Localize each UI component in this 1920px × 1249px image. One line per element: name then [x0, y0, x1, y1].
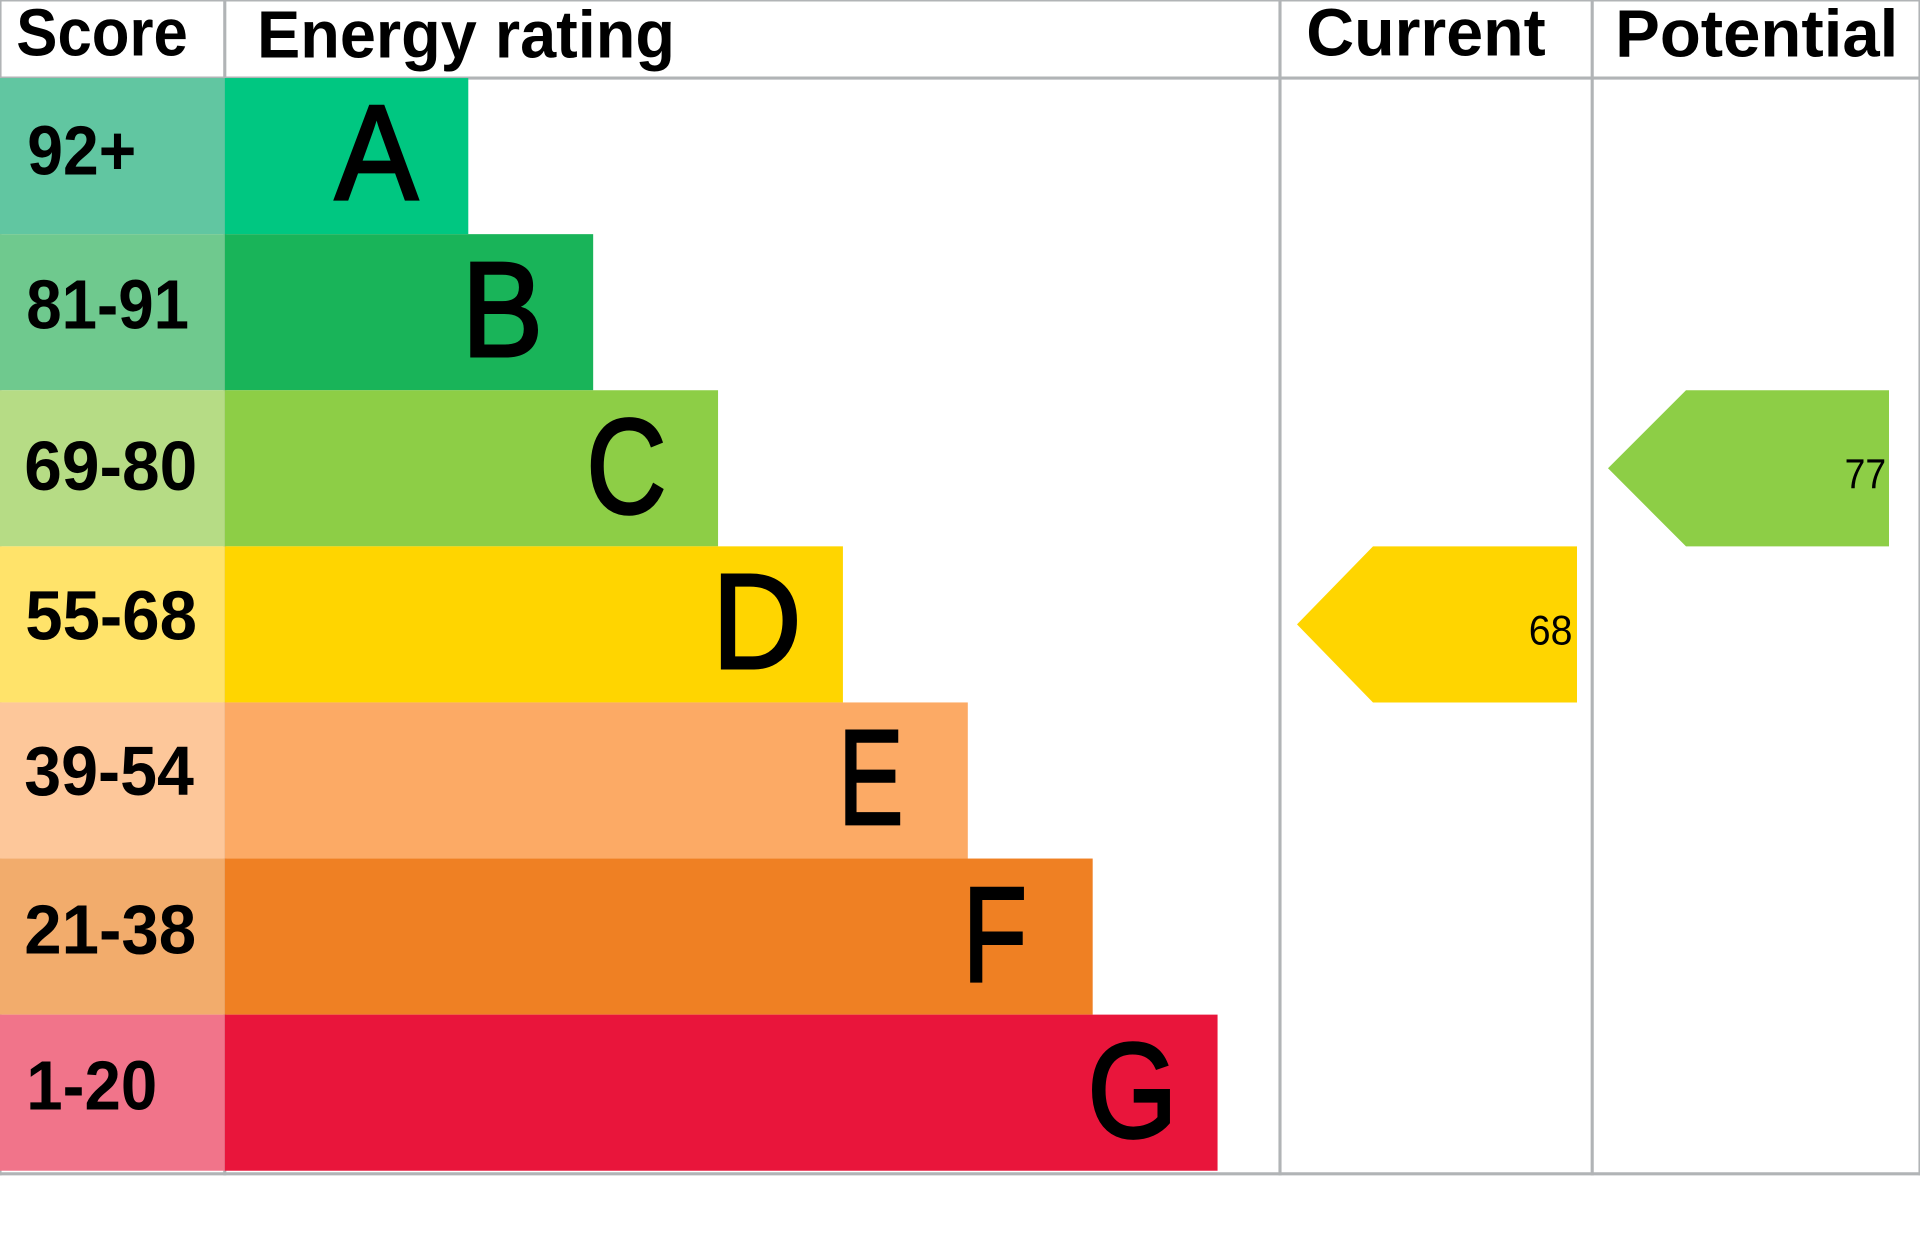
svg-text:Score: Score: [16, 0, 188, 71]
svg-text:92+: 92+: [27, 111, 136, 189]
svg-text:G: G: [1088, 1015, 1178, 1166]
svg-text:Potential: Potential: [1615, 0, 1898, 72]
svg-text:C: C: [586, 391, 666, 542]
svg-text:B: B: [462, 234, 543, 385]
svg-text:D: D: [712, 546, 801, 697]
svg-text:A: A: [335, 77, 418, 228]
svg-text:Energy rating: Energy rating: [257, 0, 675, 73]
svg-text:81-91: 81-91: [26, 266, 189, 344]
svg-text:68: 68: [1529, 606, 1573, 653]
svg-text:69-80: 69-80: [24, 427, 197, 505]
svg-text:21-38: 21-38: [24, 891, 196, 969]
svg-text:55-68: 55-68: [25, 576, 197, 654]
svg-text:Current: Current: [1306, 0, 1546, 71]
svg-text:39-54: 39-54: [24, 732, 194, 810]
svg-text:E: E: [838, 702, 903, 853]
svg-text:77: 77: [1845, 450, 1887, 497]
svg-text:F: F: [963, 859, 1027, 1010]
svg-text:1-20: 1-20: [26, 1046, 157, 1124]
